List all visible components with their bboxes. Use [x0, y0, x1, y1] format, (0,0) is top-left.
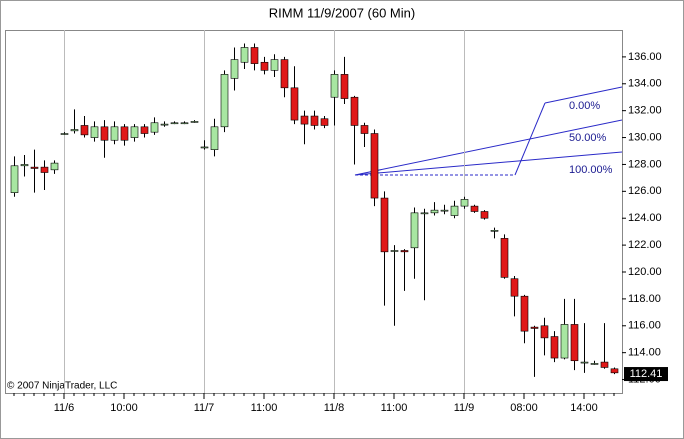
y-tick-label: 126.00	[628, 185, 662, 197]
candle-body	[610, 368, 619, 374]
candle-body	[420, 212, 429, 215]
candle-body	[370, 133, 379, 199]
candle-body	[150, 122, 159, 133]
x-tick-label: 11/8	[324, 402, 345, 414]
chart-title: RIMM 11/9/2007 (60 Min)	[269, 5, 415, 20]
candle-body	[310, 115, 319, 126]
candle-body	[460, 199, 469, 207]
candle-body	[30, 166, 39, 169]
x-tick-label: 11/7	[194, 402, 215, 414]
fib-fan	[354, 86, 623, 176]
candle-body	[140, 126, 149, 134]
candle-body	[20, 164, 29, 167]
y-tick-label: 128.00	[628, 158, 662, 170]
candle-body	[160, 123, 169, 126]
candle-body	[200, 146, 209, 149]
y-tick-label: 116.00	[628, 320, 661, 332]
candle-body	[480, 211, 489, 219]
candle-body	[590, 363, 599, 365]
candle-body	[570, 324, 579, 362]
candle-body	[10, 165, 19, 193]
x-tick-label: 11/9	[454, 402, 475, 414]
candle-body	[220, 74, 229, 128]
candle-body	[400, 250, 409, 253]
x-tick-label: 08:00	[510, 402, 538, 414]
candle-body	[360, 125, 369, 134]
candle-body	[110, 126, 119, 141]
candle-body	[550, 336, 559, 359]
candle-body	[40, 166, 49, 173]
last-price-label: 112.41	[630, 368, 663, 380]
candle-body	[510, 278, 519, 297]
candle-body	[540, 325, 549, 339]
plot-area	[5, 30, 623, 394]
candle-body	[80, 125, 89, 136]
y-tick-label: 134.00	[628, 78, 662, 90]
x-tick-label: 14:00	[570, 402, 598, 414]
candle-body	[170, 122, 179, 125]
candle-body	[230, 59, 239, 79]
fib-label: 50.00%	[569, 132, 607, 144]
y-tick-label: 132.00	[628, 105, 662, 117]
fib-label: 100.00%	[569, 164, 613, 176]
y-tick-label: 122.00	[628, 239, 662, 251]
fib-label: 0.00%	[569, 100, 600, 112]
candle-body	[390, 250, 399, 252]
candle-body	[250, 47, 259, 64]
last-price-box	[624, 367, 668, 382]
y-tick-label: 118.00	[628, 293, 661, 305]
candle-body	[520, 295, 529, 332]
fib-line	[354, 119, 623, 176]
candle-body	[270, 59, 279, 71]
candle-body	[210, 126, 219, 150]
candle-body	[380, 197, 389, 253]
candle-body	[190, 121, 199, 123]
candle-body	[600, 361, 609, 368]
candle-body	[500, 238, 509, 278]
x-tick-label: 10:00	[110, 402, 138, 414]
y-tick-label: 130.00	[628, 131, 662, 143]
fib-line	[354, 151, 623, 176]
x-tick-label: 11/6	[54, 402, 75, 414]
candle-body	[130, 126, 139, 138]
candle-body	[450, 205, 459, 216]
candle-body	[530, 326, 539, 329]
y-tick-label: 114.00	[628, 347, 661, 359]
candle-body	[470, 205, 479, 212]
x-tick-label: 11:00	[381, 402, 408, 414]
y-tick-label: 120.00	[628, 266, 662, 278]
x-tick-label: 11:00	[251, 402, 278, 414]
candle-body	[90, 126, 99, 138]
candle-body	[300, 115, 309, 125]
copyright: © 2007 NinjaTrader, LLC	[7, 381, 117, 392]
candle-body	[60, 133, 69, 135]
y-tick-label: 124.00	[628, 212, 662, 224]
candle-body	[240, 47, 249, 63]
candle-body	[260, 61, 269, 71]
candle-body	[560, 324, 569, 359]
candle-body	[430, 209, 439, 214]
y-tick-label: 136.00	[628, 51, 662, 63]
candle-body	[180, 122, 189, 125]
candle-body	[280, 59, 289, 89]
candle-body	[440, 209, 449, 212]
candle-body	[410, 212, 419, 249]
fib-line	[514, 102, 546, 176]
candle-body	[340, 74, 349, 99]
candle-body	[100, 126, 109, 141]
candle-body	[120, 126, 129, 141]
candle-body	[330, 74, 339, 98]
candle-body	[320, 118, 329, 126]
candle-body	[70, 129, 79, 132]
candle-body	[490, 230, 499, 232]
candle-body	[580, 361, 589, 364]
candle-body	[290, 87, 299, 121]
fib-line	[544, 86, 623, 104]
candle-body	[350, 96, 359, 126]
candle-body	[50, 162, 59, 171]
